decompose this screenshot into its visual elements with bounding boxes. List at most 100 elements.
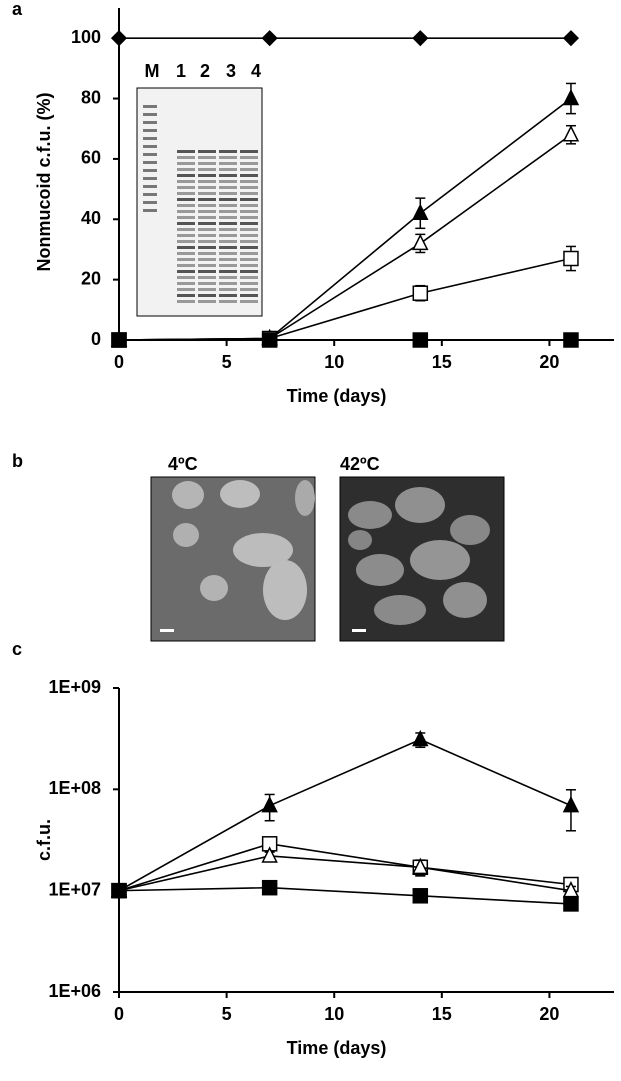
gel-band (143, 105, 157, 108)
gel-band (177, 276, 195, 279)
gel-band (143, 113, 157, 116)
gel-band (198, 156, 216, 159)
gel-band (143, 193, 157, 196)
x-tick-label: 10 (324, 1004, 344, 1024)
gel-band (219, 204, 237, 207)
gel-band (240, 276, 258, 279)
gel-band (219, 210, 237, 213)
gel-band (198, 198, 216, 201)
gel-band (177, 282, 195, 285)
gel-band (240, 180, 258, 183)
marker (412, 285, 429, 301)
gel-band (198, 222, 216, 225)
gel-band (240, 156, 258, 159)
marker (412, 888, 429, 904)
lane-label: M (145, 61, 160, 81)
gel-band (177, 246, 195, 249)
gel-band (177, 234, 195, 237)
gel-band (177, 240, 195, 243)
gel-band (198, 300, 216, 303)
gel-band (177, 264, 195, 267)
gel-band (219, 156, 237, 159)
lane-label: 1 (176, 61, 186, 81)
panel-label: c (12, 639, 22, 659)
gel-band (219, 228, 237, 231)
gel-band (240, 300, 258, 303)
gel-band (219, 288, 237, 291)
gel-band (177, 216, 195, 219)
gel-band (198, 210, 216, 213)
marker (412, 332, 429, 348)
marker (562, 30, 580, 47)
gel-band (198, 246, 216, 249)
gel-band (219, 168, 237, 171)
gel-band (219, 294, 237, 297)
x-tick-label: 20 (539, 352, 559, 372)
gel-band (240, 288, 258, 291)
colony-image (339, 476, 505, 642)
gel-band (240, 282, 258, 285)
gel-band (219, 216, 237, 219)
x-tick-label: 10 (324, 352, 344, 372)
gel-band (219, 162, 237, 165)
gel-band (240, 210, 258, 213)
gel-band (198, 240, 216, 243)
gel-band (143, 153, 157, 156)
x-tick-label: 20 (539, 1004, 559, 1024)
gel-band (177, 156, 195, 159)
y-tick-label: 100 (71, 27, 101, 47)
gel-band (198, 150, 216, 153)
y-axis-label: c.f.u. (34, 819, 54, 861)
gel-band (198, 276, 216, 279)
y-tick-label: 1E+09 (48, 677, 101, 697)
gel-band (143, 121, 157, 124)
gel-band (198, 186, 216, 189)
gel-band (219, 270, 237, 273)
gel-band (198, 252, 216, 255)
gel-band (198, 168, 216, 171)
gel-band (177, 222, 195, 225)
gel-band (240, 168, 258, 171)
gel-band (198, 228, 216, 231)
gel-band (177, 228, 195, 231)
gel-band (177, 186, 195, 189)
gel-band (240, 198, 258, 201)
x-axis-label: Time (days) (287, 386, 387, 406)
colony-image (150, 476, 316, 642)
gel-band (143, 177, 157, 180)
y-tick-label: 60 (81, 148, 101, 168)
gel-band (240, 150, 258, 153)
marker (261, 879, 278, 896)
marker (563, 332, 579, 348)
y-tick-label: 1E+08 (48, 778, 101, 798)
gel-band (177, 174, 195, 177)
marker (562, 88, 580, 106)
gel-band (198, 234, 216, 237)
marker (261, 795, 278, 813)
gel-band (240, 252, 258, 255)
gel-band (219, 252, 237, 255)
gel-band (177, 258, 195, 261)
gel-band (177, 180, 195, 183)
gel-band (240, 216, 258, 219)
gel-band (219, 192, 237, 195)
lane-label: 2 (200, 61, 210, 81)
gel-band (198, 174, 216, 177)
x-tick-label: 15 (432, 352, 452, 372)
marker (261, 332, 278, 348)
gel-band (198, 192, 216, 195)
gel-band (240, 162, 258, 165)
marker (261, 30, 278, 47)
gel-band (240, 234, 258, 237)
marker (562, 795, 580, 813)
gel-band (198, 264, 216, 267)
gel-band (240, 192, 258, 195)
marker (412, 233, 429, 251)
gel-band (198, 258, 216, 261)
marker (563, 896, 579, 912)
y-tick-label: 20 (81, 268, 101, 288)
gel-band (240, 222, 258, 225)
gel-band (240, 270, 258, 273)
gel-band (219, 222, 237, 225)
